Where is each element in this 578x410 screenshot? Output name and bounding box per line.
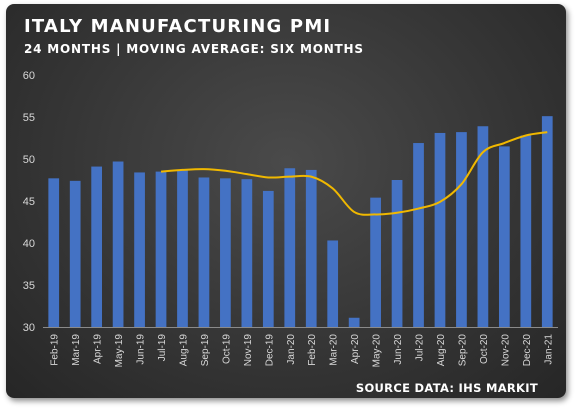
x-tick-label: Nov-19	[243, 334, 254, 367]
x-axis: Feb-19 Mar-19 Apr-19 May-19 Jun-19 Jul-19 Aug-…	[43, 327, 558, 368]
x-tick-label: Aug-20	[436, 334, 447, 367]
x-tick-label: May-20	[372, 334, 383, 368]
bar	[69, 180, 81, 327]
x-tick-label: Sep-19	[200, 334, 211, 367]
y-tick-label: 50	[23, 154, 35, 166]
y-tick-label: 30	[23, 322, 35, 334]
x-tick-label: Jul-20	[415, 334, 426, 362]
bar	[198, 177, 210, 327]
bar	[305, 169, 317, 327]
moving-average-series	[160, 131, 548, 216]
bar	[134, 172, 145, 327]
y-tick-label: 60	[23, 70, 35, 82]
bar	[112, 161, 124, 327]
x-tick-label: Dec-20	[522, 334, 533, 367]
bar	[456, 132, 467, 327]
bar	[498, 146, 510, 327]
source-note: SOURCE DATA: IHS MARKIT	[355, 381, 538, 395]
bar	[520, 135, 532, 327]
bar	[220, 178, 231, 327]
bar	[155, 171, 167, 327]
moving-average-line	[160, 131, 548, 216]
bar	[91, 166, 103, 327]
x-tick-label: Mar-19	[71, 334, 82, 366]
x-tick-label: Feb-19	[50, 334, 61, 366]
x-tick-label: Jan-21	[543, 334, 554, 365]
bar	[391, 180, 403, 327]
x-tick-label: May-19	[114, 334, 125, 368]
bar	[370, 197, 381, 327]
bar	[477, 126, 489, 328]
x-tick-label: Jun-19	[136, 334, 147, 365]
x-tick-label: Feb-20	[307, 334, 318, 366]
x-tick-label: Oct-19	[221, 334, 232, 364]
y-tick-label: 55	[23, 112, 35, 124]
bar	[48, 178, 60, 327]
chart-subtitle: 24 MONTHS | MOVING AVERAGE: SIX MONTHS	[24, 42, 364, 56]
x-tick-label: Apr-20	[350, 334, 361, 364]
bar	[241, 179, 253, 327]
x-tick-label: Dec-19	[264, 334, 275, 367]
x-tick-label: Sep-20	[457, 334, 468, 367]
bar	[434, 132, 446, 327]
y-tick-label: 35	[23, 280, 35, 292]
bar	[348, 317, 360, 327]
x-tick-label: Jun-20	[393, 334, 404, 365]
x-tick-label: Aug-19	[178, 334, 189, 367]
chart-title: ITALY MANUFACTURING PMI	[24, 16, 332, 37]
bar	[262, 190, 274, 327]
y-tick-label: 45	[23, 196, 35, 208]
y-tick-label: 40	[23, 238, 35, 250]
x-tick-label: Mar-20	[329, 334, 340, 366]
bar	[177, 169, 188, 327]
bar-series	[48, 116, 553, 328]
bar	[284, 168, 296, 327]
bar	[327, 240, 339, 327]
x-tick-label: Nov-20	[500, 334, 511, 367]
x-tick-label: Jul-19	[157, 334, 168, 362]
x-tick-label: Oct-20	[479, 334, 490, 364]
x-tick-label: Apr-19	[93, 334, 104, 364]
x-tick-label: Jan-20	[286, 334, 297, 365]
bar	[413, 143, 424, 327]
y-axis: 30 35 40 45 50 55 60	[23, 70, 35, 334]
bar	[541, 116, 553, 327]
